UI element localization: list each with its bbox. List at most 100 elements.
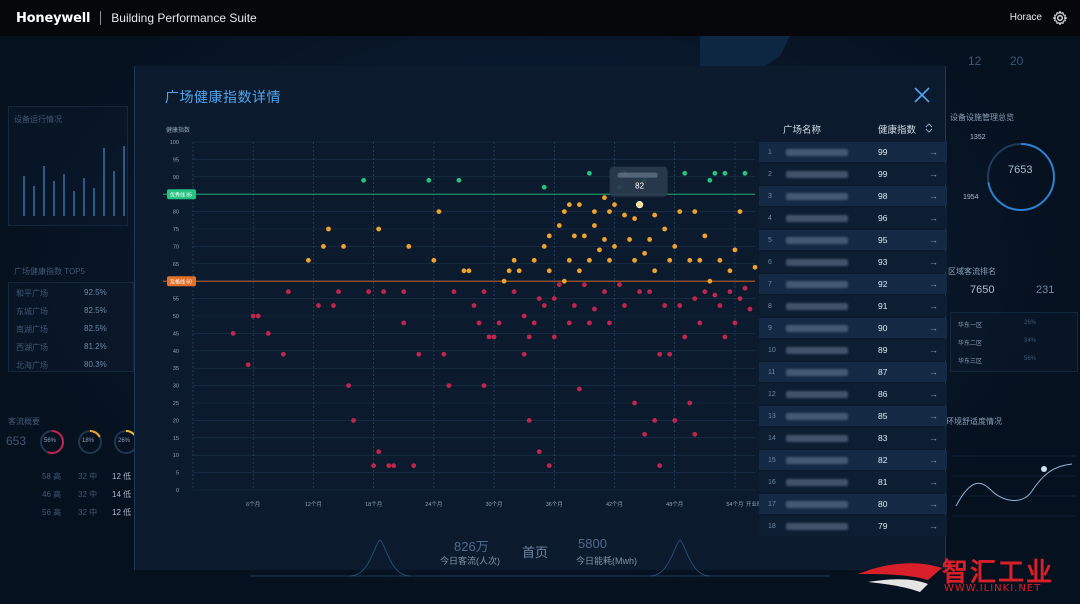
scatter-point[interactable] xyxy=(662,303,668,308)
scatter-point[interactable] xyxy=(687,400,693,406)
table-row[interactable]: 2 99 → xyxy=(759,164,947,184)
scatter-point[interactable] xyxy=(566,320,572,326)
scatter-point[interactable] xyxy=(551,334,557,340)
scatter-point[interactable] xyxy=(351,418,356,423)
scatter-point[interactable] xyxy=(406,244,412,249)
scatter-point[interactable] xyxy=(652,418,658,423)
scatter-point[interactable] xyxy=(667,257,673,263)
scatter-point[interactable] xyxy=(602,237,607,242)
scatter-point[interactable] xyxy=(546,268,552,274)
scatter-point[interactable] xyxy=(571,303,577,308)
scatter-point[interactable] xyxy=(677,303,683,308)
scatter-point[interactable] xyxy=(637,289,642,295)
scatter-point[interactable] xyxy=(346,383,351,388)
table-row[interactable]: 17 80 → xyxy=(759,494,947,514)
scatter-point[interactable] xyxy=(707,177,713,183)
arrow-right-icon[interactable]: → xyxy=(929,411,938,421)
scatter-point[interactable] xyxy=(632,400,637,406)
scatter-point[interactable] xyxy=(702,233,708,239)
table-row[interactable]: 18 79 → xyxy=(759,516,947,536)
scatter-point[interactable] xyxy=(331,303,336,308)
arrow-right-icon[interactable]: → xyxy=(929,455,938,465)
scatter-point[interactable] xyxy=(546,233,552,239)
scatter-point[interactable] xyxy=(587,257,592,263)
scatter-point[interactable] xyxy=(642,250,648,256)
scatter-point[interactable] xyxy=(722,170,728,176)
scatter-point[interactable] xyxy=(411,463,417,469)
scatter-point[interactable] xyxy=(592,223,597,228)
scatter-point[interactable] xyxy=(531,257,537,263)
scatter-point[interactable] xyxy=(321,244,326,249)
arrow-right-icon[interactable]: → xyxy=(929,323,938,333)
scatter-point[interactable] xyxy=(381,289,387,295)
scatter-point[interactable] xyxy=(632,257,637,263)
scatter-point[interactable] xyxy=(732,247,738,253)
tooltip-point[interactable] xyxy=(635,201,644,209)
arrow-right-icon[interactable]: → xyxy=(929,301,938,311)
scatter-point[interactable] xyxy=(561,209,567,215)
scatter-point[interactable] xyxy=(230,331,236,336)
scatter-point[interactable] xyxy=(727,289,733,295)
scatter-point[interactable] xyxy=(361,177,367,183)
scatter-point[interactable] xyxy=(521,313,527,319)
table-row[interactable]: 11 87 → xyxy=(759,362,947,382)
scatter-point[interactable] xyxy=(250,313,256,319)
scatter-point[interactable] xyxy=(245,362,251,368)
table-row[interactable]: 6 93 → xyxy=(759,252,947,272)
arrow-right-icon[interactable]: → xyxy=(929,389,938,399)
scatter-point[interactable] xyxy=(401,289,407,295)
scatter-point[interactable] xyxy=(652,268,658,274)
scatter-point[interactable] xyxy=(652,212,658,218)
gear-icon[interactable] xyxy=(1052,10,1068,26)
table-row[interactable]: 3 98 → xyxy=(759,186,947,206)
col-header-name[interactable]: 广场名称 xyxy=(783,125,822,136)
scatter-point[interactable] xyxy=(366,289,372,295)
table-row[interactable]: 5 95 → xyxy=(759,230,947,250)
scatter-point[interactable] xyxy=(471,303,477,308)
scatter-point[interactable] xyxy=(747,306,753,312)
scatter-point[interactable] xyxy=(511,257,517,263)
scatter-point[interactable] xyxy=(481,289,487,295)
scatter-point[interactable] xyxy=(742,285,748,291)
scatter-point[interactable] xyxy=(556,282,562,288)
scatter-point[interactable] xyxy=(341,244,346,249)
scatter-point[interactable] xyxy=(506,268,512,274)
arrow-right-icon[interactable]: → xyxy=(929,191,938,201)
scatter-point[interactable] xyxy=(622,303,627,308)
scatter-point[interactable] xyxy=(607,257,612,263)
scatter-point[interactable] xyxy=(752,264,758,270)
scatter-point[interactable] xyxy=(461,268,467,274)
scatter-point[interactable] xyxy=(526,334,532,340)
col-header-score[interactable]: 健康指数 xyxy=(878,125,917,136)
table-row[interactable]: 16 81 → xyxy=(759,472,947,492)
scatter-point[interactable] xyxy=(647,237,653,242)
scatter-point[interactable] xyxy=(486,334,492,340)
scatter-point[interactable] xyxy=(622,212,627,218)
scatter-point[interactable] xyxy=(717,257,723,263)
scatter-point[interactable] xyxy=(682,334,688,340)
scatter-point[interactable] xyxy=(607,209,612,215)
scatter-point[interactable] xyxy=(581,282,587,288)
table-row[interactable]: 13 85 → xyxy=(759,406,947,426)
arrow-right-icon[interactable]: → xyxy=(929,433,938,443)
scatter-point[interactable] xyxy=(265,331,271,336)
arrow-right-icon[interactable]: → xyxy=(929,213,938,223)
scatter-point[interactable] xyxy=(576,202,582,208)
table-row[interactable]: 1 99 → xyxy=(759,142,947,162)
user-name[interactable]: Horace xyxy=(1009,12,1042,23)
scatter-point[interactable] xyxy=(541,184,547,190)
scatter-point[interactable] xyxy=(657,351,663,357)
scatter-point[interactable] xyxy=(536,296,542,301)
table-row[interactable]: 8 91 → xyxy=(759,296,947,316)
scatter-point[interactable] xyxy=(612,202,617,208)
table-row[interactable]: 9 90 → xyxy=(759,318,947,338)
scatter-point[interactable] xyxy=(376,226,382,232)
scatter-point[interactable] xyxy=(476,320,482,326)
scatter-point[interactable] xyxy=(692,431,698,437)
table-row[interactable]: 15 82 → xyxy=(759,450,947,470)
scatter-point[interactable] xyxy=(546,463,552,469)
scatter-point[interactable] xyxy=(717,303,723,308)
scatter-point[interactable] xyxy=(617,282,622,288)
arrow-right-icon[interactable]: → xyxy=(929,367,938,377)
scatter-point[interactable] xyxy=(697,320,703,326)
